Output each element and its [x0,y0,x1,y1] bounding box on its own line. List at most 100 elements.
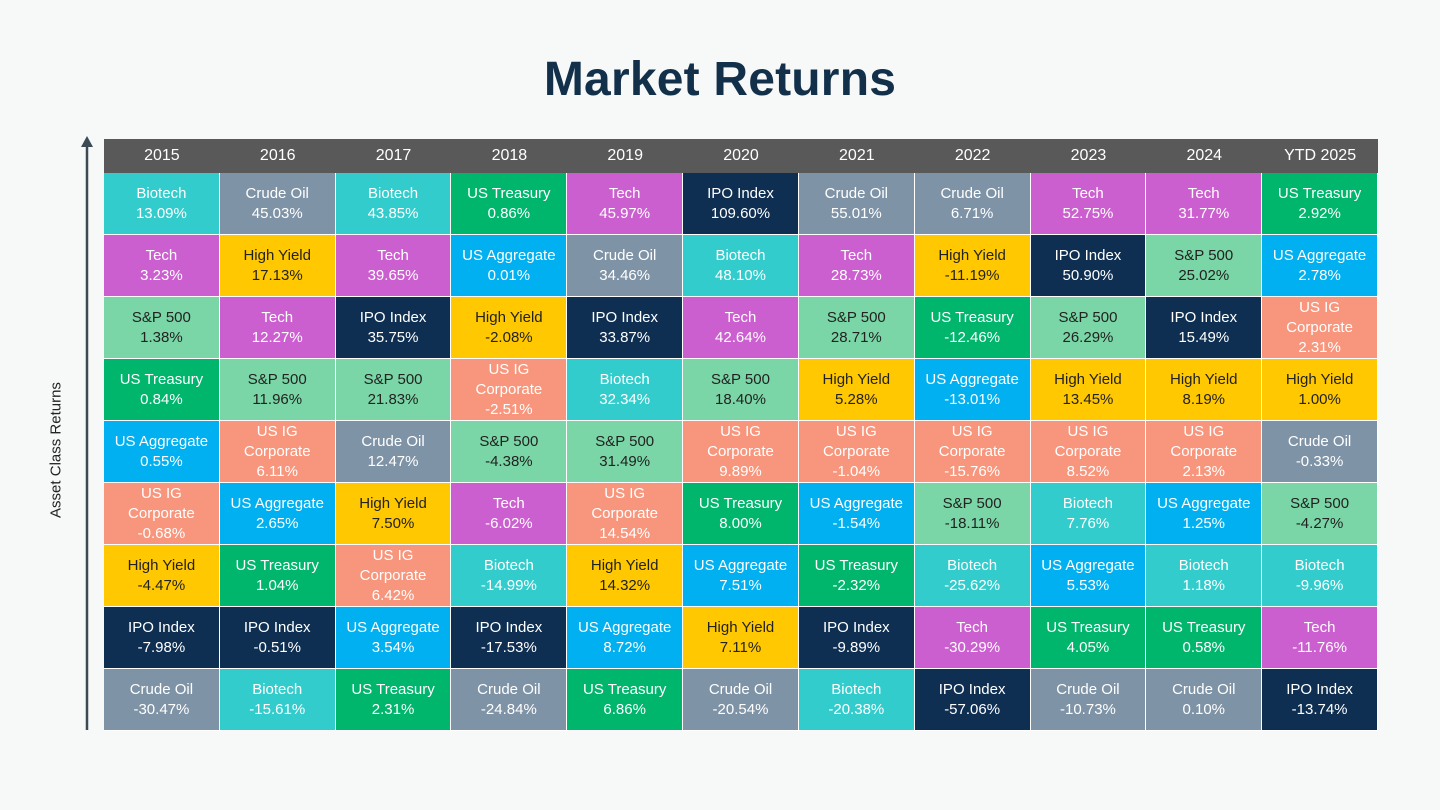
return-cell: Biotech -15.61% [219,669,336,731]
year-header: 2018 [451,139,568,173]
asset-name: Biotech [368,184,419,202]
return-value: 8.19% [1182,390,1226,408]
return-value: 31.77% [1178,204,1230,222]
return-cell: S&P 500 21.83% [335,359,452,421]
return-cell: IPO Index 35.75% [335,297,452,359]
return-value: -20.38% [828,700,885,718]
return-value: -9.96% [1295,576,1344,594]
return-cell: High Yield 17.13% [219,235,336,297]
return-value: 2.31% [1298,338,1341,356]
return-value: -2.51% [485,400,533,418]
asset-name: Crude Oil [361,432,425,450]
return-value: 3.23% [140,266,183,284]
asset-name: US Aggregate [1272,246,1367,264]
return-value: 31.49% [599,452,651,470]
return-cell: S&P 500 -18.11% [914,483,1031,545]
return-value: 52.75% [1062,204,1114,222]
asset-name: US Treasury [351,680,435,698]
return-cell: Tech -30.29% [914,607,1031,669]
asset-name: Crude Oil [129,680,194,698]
return-value: 15.49% [1178,328,1230,346]
return-cell: Tech -6.02% [451,483,568,545]
return-value: 8.00% [719,514,762,532]
return-cell: US Treasury 1.04% [219,545,336,607]
return-value: -11.76% [1292,638,1347,656]
asset-name: Tech [377,246,409,264]
return-cell: Biotech 48.10% [683,235,799,297]
return-cell: Biotech -9.96% [1262,545,1378,607]
return-value: 6.11% [256,462,298,480]
year-header: 2022 [914,139,1031,173]
return-cell: S&P 500 18.40% [683,359,799,421]
return-cell: High Yield -2.08% [451,297,568,359]
asset-name: IPO Index [822,618,890,636]
return-value: -57.06% [944,700,1001,718]
return-value: 2.65% [255,514,299,532]
return-value: 6.86% [603,700,646,718]
return-cell: US Treasury 4.05% [1030,607,1147,669]
asset-name: S&P 500 [247,370,307,388]
return-cell: IPO Index 109.60% [683,173,799,235]
asset-name: US Aggregate [693,556,788,574]
asset-name: High Yield [938,246,1006,264]
year-header: 2021 [798,139,915,173]
return-value: 14.54% [599,524,651,542]
asset-name: US Aggregate [1041,556,1135,574]
return-value: -13.74% [1291,700,1348,718]
return-value: 0.84% [140,390,183,408]
return-cell: High Yield 13.45% [1030,359,1147,421]
asset-name: US IG Corporate [707,422,774,460]
return-cell: Biotech 1.18% [1146,545,1263,607]
return-value: 48.10% [715,266,766,284]
return-cell: Biotech 32.34% [567,359,684,421]
year-header: 2019 [567,139,684,173]
return-cell: IPO Index 33.87% [567,297,684,359]
return-cell: IPO Index -9.89% [798,607,915,669]
return-cell: US IG Corporate -0.68% [104,483,220,545]
return-value: -0.68% [137,524,186,542]
return-value: 50.90% [1062,266,1114,284]
return-cell: US Aggregate 2.65% [219,483,336,545]
asset-name: Tech [145,246,178,264]
return-value: 5.53% [1066,576,1110,594]
asset-name: US Aggregate [1157,494,1251,512]
asset-name: US Aggregate [577,618,672,636]
asset-name: S&P 500 [595,432,655,450]
return-value: 2.92% [1298,204,1341,222]
return-cell: Crude Oil 45.03% [219,173,336,235]
return-value: -6.02% [485,514,533,532]
return-value: 6.42% [371,586,415,604]
asset-name: Biotech [1178,556,1229,574]
return-cell: US Aggregate -1.54% [798,483,915,545]
return-value: 28.71% [830,328,882,346]
asset-name: S&P 500 [363,370,423,388]
return-value: 26.29% [1062,328,1114,346]
return-cell: US IG Corporate 6.42% [335,545,452,607]
return-value: 8.72% [603,638,646,656]
y-axis-arrow-icon [81,136,93,730]
asset-name: US IG Corporate [243,422,311,460]
return-cell: S&P 500 -4.38% [451,421,568,483]
return-value: 9.89% [719,462,762,480]
return-cell: US Treasury 0.84% [104,359,220,421]
return-value: 13.45% [1062,390,1114,408]
asset-name: Biotech [136,184,187,202]
y-axis-label: Asset Class Returns [47,382,65,518]
return-value: 5.28% [835,390,878,408]
return-cell: US Treasury 0.58% [1146,607,1263,669]
asset-name: Biotech [483,556,534,574]
return-cell: Tech 12.27% [219,297,336,359]
return-value: -4.27% [1295,514,1344,532]
return-value: 45.03% [251,204,303,222]
asset-name: S&P 500 [1058,308,1118,326]
asset-name: Crude Oil [708,680,773,698]
year-header: 2017 [335,139,452,173]
return-value: 0.10% [1182,700,1226,718]
return-value: -2.32% [832,576,881,594]
asset-name: US Aggregate [462,246,556,264]
return-value: 35.75% [367,328,419,346]
return-value: -25.62% [944,576,1001,594]
return-value: -0.33% [1295,452,1344,470]
return-cell: US IG Corporate 2.13% [1146,421,1263,483]
asset-name: IPO Index [128,618,195,636]
